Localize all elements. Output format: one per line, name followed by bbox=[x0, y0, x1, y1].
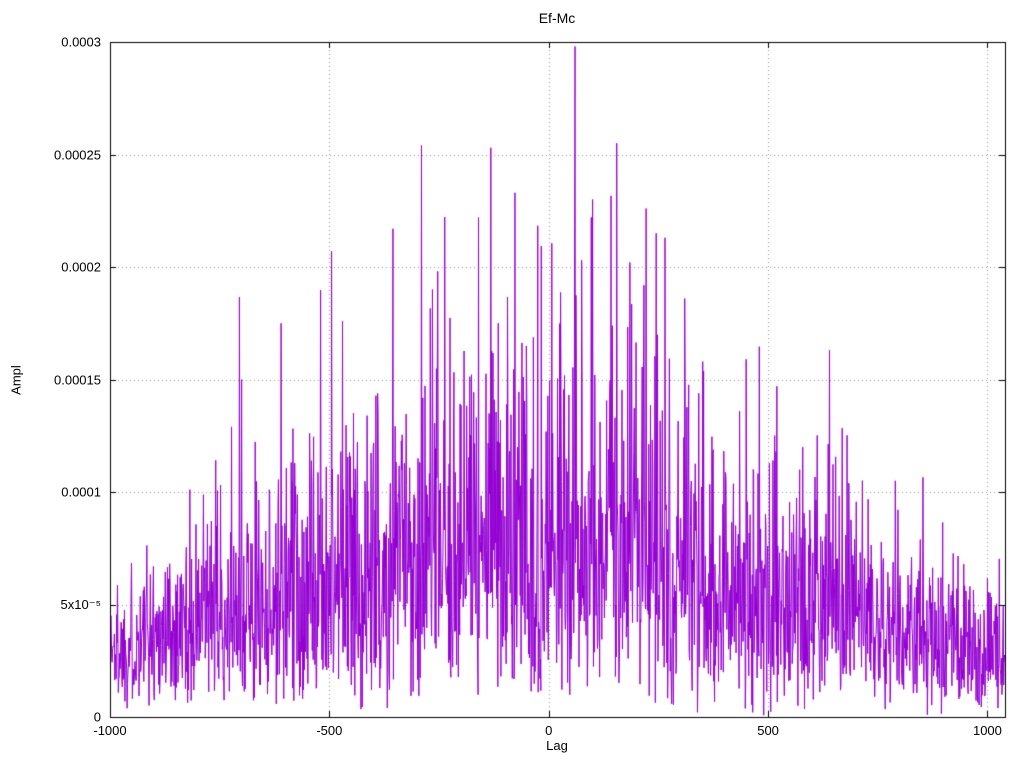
x-tick-label: -1000 bbox=[93, 723, 127, 738]
x-tick-label: 1000 bbox=[972, 723, 1002, 738]
y-tick-label: 5x10⁻⁵ bbox=[60, 596, 101, 612]
x-tick-label: 0 bbox=[545, 723, 553, 738]
chart-title: Ef-Mc bbox=[538, 10, 576, 26]
x-tick-label: -500 bbox=[316, 723, 343, 738]
y-tick-label: 0.0001 bbox=[61, 484, 101, 500]
x-tick-label: 500 bbox=[757, 723, 779, 738]
x-axis-label: Lag bbox=[546, 738, 568, 753]
y-tick-label: 0.0002 bbox=[61, 259, 101, 275]
y-tick-label: 0.00015 bbox=[54, 372, 101, 387]
y-axis-label: Ampl bbox=[8, 365, 24, 395]
y-tick-label: 0.00025 bbox=[54, 147, 101, 162]
y-tick-label: 0 bbox=[93, 709, 101, 725]
y-tick-label: 0.0003 bbox=[61, 34, 101, 50]
